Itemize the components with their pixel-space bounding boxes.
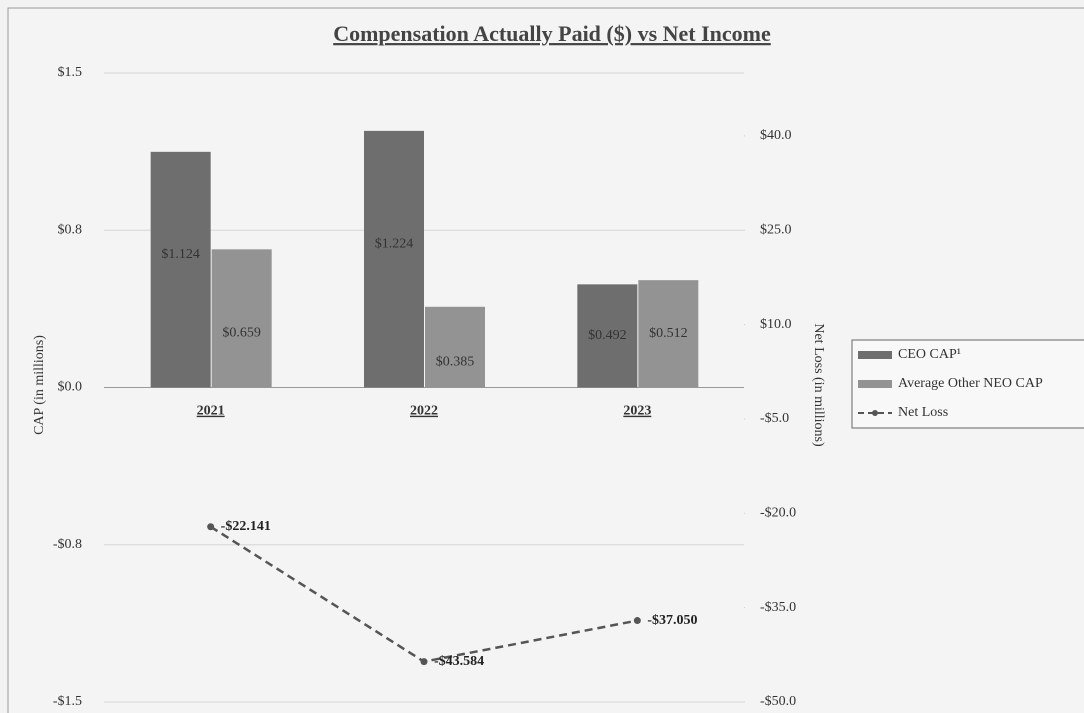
legend-label: Average Other NEO CAP xyxy=(898,376,1043,391)
bar-value-label: $1.224 xyxy=(375,236,414,251)
bar-value-label: $0.492 xyxy=(588,328,627,343)
line-value-label: -$22.141 xyxy=(221,519,271,534)
y-tick-label: $1.5 xyxy=(58,65,83,80)
y-tick-label: -$1.5 xyxy=(53,694,82,709)
legend-swatch-marker xyxy=(872,410,878,416)
y-axis-title: CAP (in millions) xyxy=(32,335,47,435)
line-point xyxy=(633,617,641,625)
y2-tick-label: -$20.0 xyxy=(760,506,796,521)
y-tick-label: $0.8 xyxy=(58,222,83,237)
y2-tick-label: $40.0 xyxy=(760,128,792,143)
y2-axis-title: Net Loss (in millions) xyxy=(811,323,826,447)
legend-label: CEO CAP¹ xyxy=(898,347,961,362)
bar-value-label: $0.512 xyxy=(649,326,688,341)
y-tick-label: -$0.8 xyxy=(53,537,82,552)
bar xyxy=(364,130,424,388)
y2-tick-label: $25.0 xyxy=(760,222,792,237)
line-value-label: -$43.584 xyxy=(434,654,484,669)
y2-tick-label: -$5.0 xyxy=(760,411,789,426)
y2-tick-label: -$50.0 xyxy=(760,694,796,709)
chart-title: Compensation Actually Paid ($) vs Net In… xyxy=(333,21,771,46)
bar xyxy=(577,284,638,388)
line-value-label: -$37.050 xyxy=(647,613,697,628)
bar xyxy=(638,280,699,388)
x-tick-label: 2022 xyxy=(410,404,438,419)
legend-label: Net Loss xyxy=(898,405,948,420)
bar xyxy=(211,249,272,388)
bar xyxy=(425,306,485,388)
line-point xyxy=(207,523,215,531)
x-tick-label: 2023 xyxy=(623,404,651,419)
bar-value-label: $1.124 xyxy=(161,247,200,262)
bar-value-label: $0.385 xyxy=(436,354,475,369)
bar xyxy=(150,151,211,388)
legend-swatch xyxy=(858,351,892,359)
line-point xyxy=(420,658,428,666)
y2-tick-label: -$35.0 xyxy=(760,600,796,615)
x-tick-label: 2021 xyxy=(197,404,225,419)
y2-tick-label: $10.0 xyxy=(760,317,792,332)
y-tick-label: $0.0 xyxy=(58,380,83,395)
legend-swatch xyxy=(858,380,892,388)
bar-value-label: $0.659 xyxy=(222,326,261,341)
